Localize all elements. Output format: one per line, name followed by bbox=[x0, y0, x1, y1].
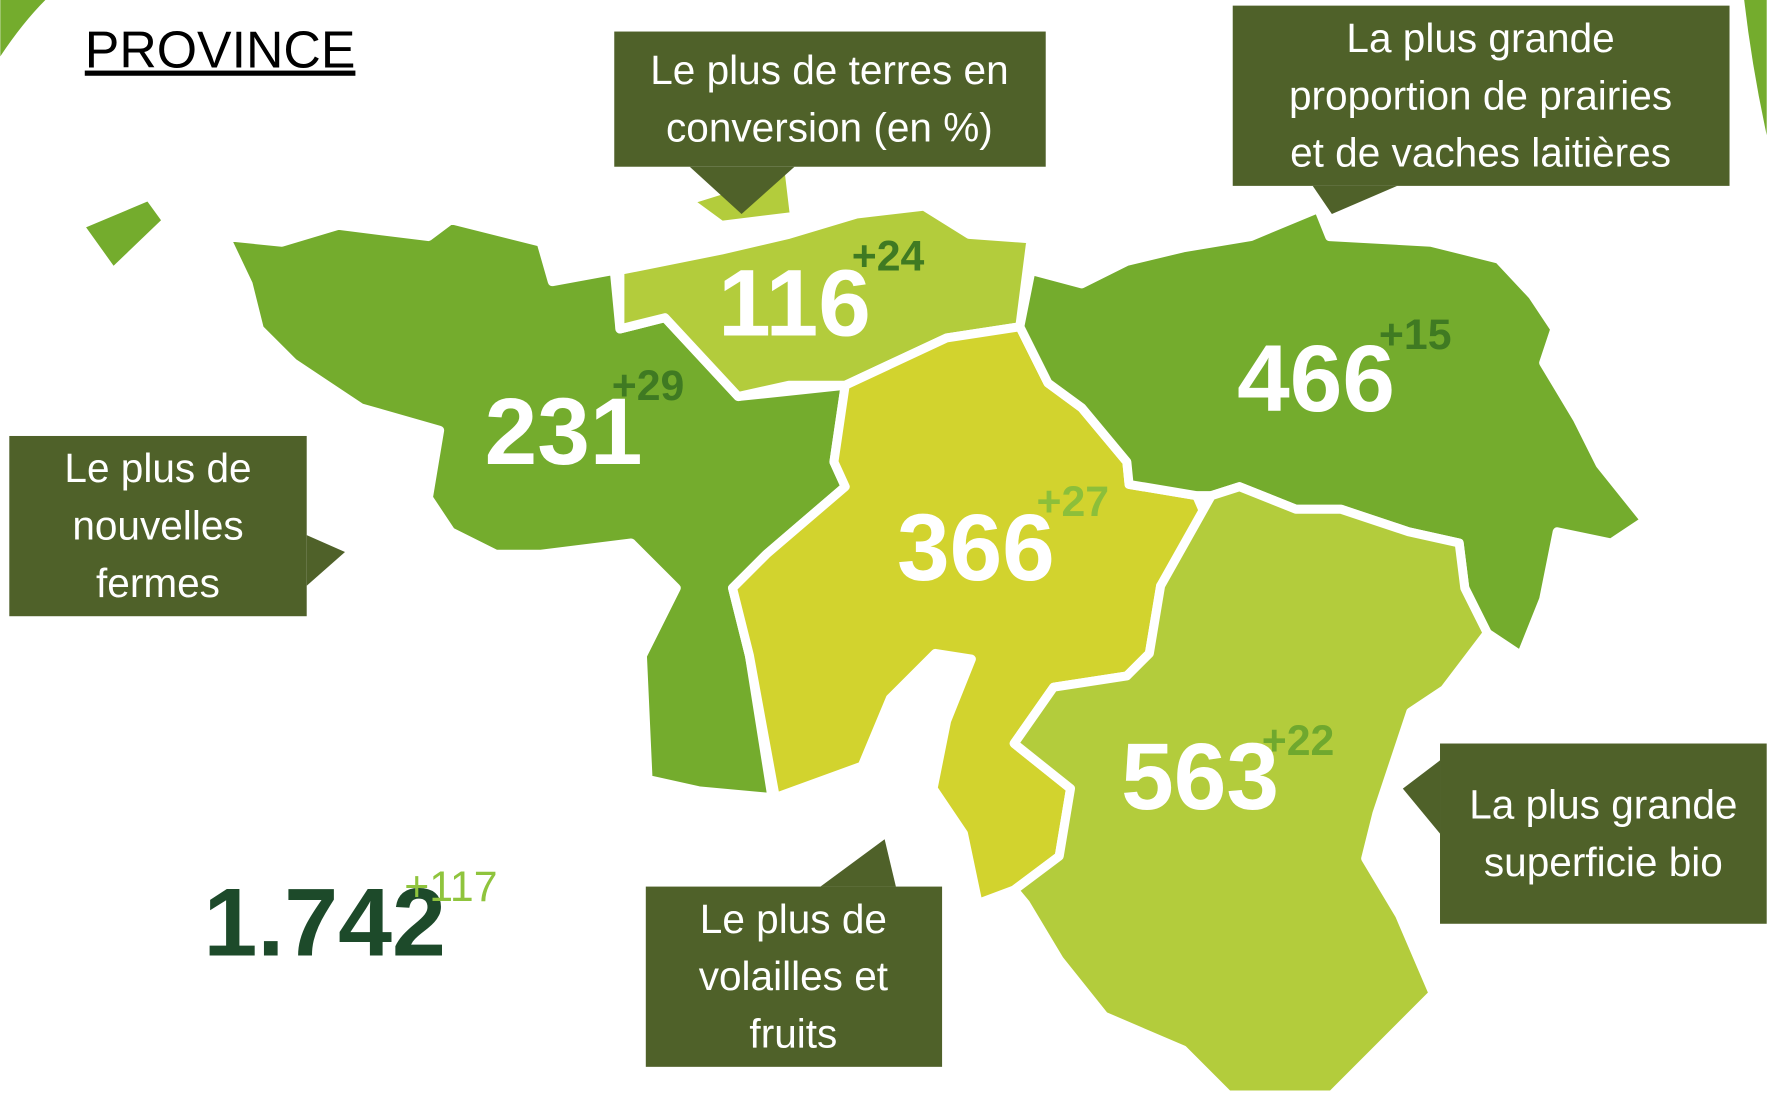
callout-text: superficie bio bbox=[1484, 839, 1723, 885]
callout-text: proportion de prairies bbox=[1289, 72, 1672, 118]
province-value: 563 bbox=[1121, 724, 1279, 830]
decoration bbox=[0, 0, 46, 57]
province-liege bbox=[1015, 203, 1650, 661]
callout-pointer bbox=[1312, 185, 1398, 215]
total-value: 1.742 bbox=[204, 867, 446, 976]
callout-pointer bbox=[1402, 760, 1441, 834]
callout-box bbox=[1440, 743, 1767, 924]
callout-pointer bbox=[689, 166, 795, 215]
callout-pointer bbox=[820, 839, 896, 887]
callout-text: Le plus de bbox=[64, 445, 251, 491]
province-delta: +27 bbox=[1036, 478, 1109, 526]
callout-box bbox=[1232, 5, 1730, 186]
provinces bbox=[74, 164, 1650, 1095]
callout-text: nouvelles bbox=[72, 503, 243, 549]
province-value: 231 bbox=[485, 379, 643, 485]
province-luxembourg bbox=[1009, 482, 1492, 1095]
decoration bbox=[1744, 0, 1767, 136]
title: PROVINCE bbox=[85, 21, 356, 79]
callout-text: La plus grande bbox=[1469, 781, 1737, 827]
province-value: 116 bbox=[718, 251, 871, 357]
callout-box bbox=[645, 886, 943, 1067]
province-hainaut bbox=[74, 191, 172, 278]
callout-text: et de vaches laitières bbox=[1290, 130, 1671, 176]
callout-text: fruits bbox=[749, 1011, 837, 1057]
callout-text: fermes bbox=[96, 560, 220, 606]
callout-pointer bbox=[306, 535, 346, 586]
province-delta: +22 bbox=[1262, 717, 1335, 765]
province-delta: +29 bbox=[612, 362, 685, 410]
province-delta: +24 bbox=[852, 232, 925, 280]
total-delta: +117 bbox=[404, 863, 497, 911]
callouts bbox=[9, 5, 1767, 1067]
province-value: 466 bbox=[1237, 326, 1395, 432]
callout-text: Le plus de bbox=[700, 896, 887, 942]
callout-box bbox=[9, 435, 307, 617]
province-value: 366 bbox=[897, 495, 1055, 601]
province-delta: +15 bbox=[1379, 311, 1452, 359]
callout-text: conversion (en %) bbox=[666, 104, 993, 150]
callout-text: volailles et bbox=[699, 953, 888, 999]
callout-box bbox=[614, 31, 1046, 167]
callout-text: Le plus de terres en bbox=[650, 47, 1008, 93]
callout-text: La plus grande bbox=[1346, 15, 1614, 61]
